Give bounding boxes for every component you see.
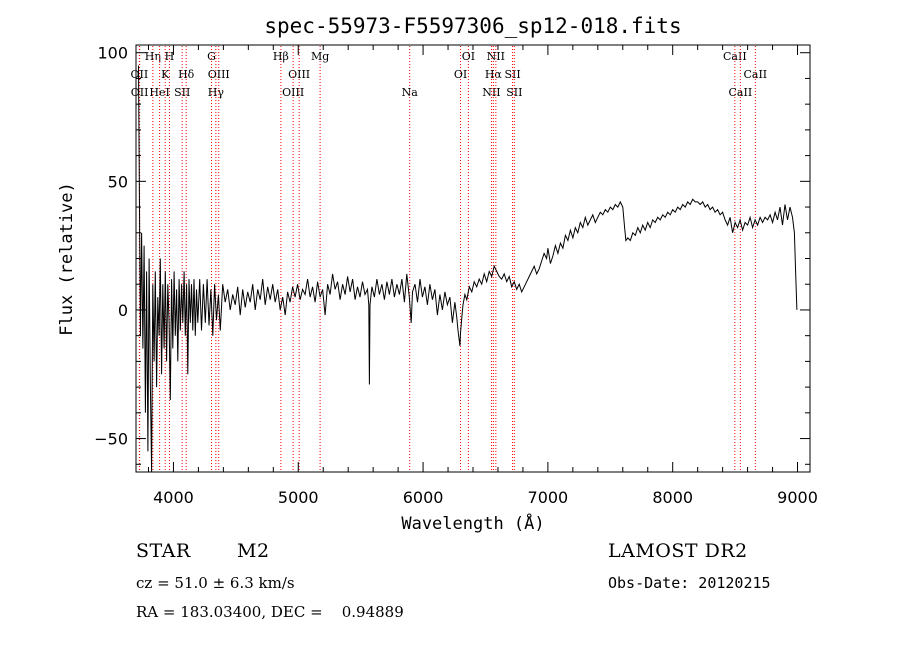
line-marker-label: Hα [485, 68, 503, 81]
line-marker-label: NII [487, 50, 505, 63]
line-marker-label: OI [454, 68, 467, 81]
line-marker-label: SII [174, 86, 190, 99]
object-subclass: M2 [237, 540, 270, 562]
y-tick-label: 0 [118, 301, 128, 320]
line-marker-label: Na [402, 86, 419, 99]
line-marker-label: SII [504, 68, 520, 81]
spectrum-line [138, 65, 798, 473]
line-marker-label: K [161, 68, 170, 81]
line-marker-label: H [165, 50, 175, 63]
line-marker-label: OII [131, 86, 149, 99]
redshift-cz: cz = 51.0 ± 6.3 km/s [136, 574, 295, 592]
line-marker-label: CaII [743, 68, 767, 81]
x-tick-label: 6000 [403, 488, 444, 507]
line-marker-label: NII [482, 86, 500, 99]
line-marker-label: HeI [149, 86, 169, 99]
y-axis-label: Flux (relative) [57, 182, 77, 336]
line-marker-label: SII [506, 86, 522, 99]
y-tick-label: 50 [108, 172, 128, 191]
axis-ticks: 4000 5000 6000 7000 8000 9000 −50 0 50 100 [94, 44, 818, 507]
line-marker-label: OI [462, 50, 475, 63]
line-marker-label: G [207, 50, 216, 63]
line-marker-label: OIII [208, 68, 230, 81]
line-marker-label: Hδ [178, 68, 195, 81]
line-marker-label: CaII [723, 50, 747, 63]
obs-date: Obs-Date: 20120215 [608, 574, 771, 592]
line-marker-label: Hγ [208, 86, 225, 99]
survey-name: LAMOST DR2 [608, 540, 748, 562]
ra-dec: RA = 183.03400, DEC = 0.94889 [136, 603, 404, 621]
line-marker-label: OII [131, 68, 149, 81]
y-tick-label: 100 [97, 44, 128, 63]
x-tick-label: 7000 [528, 488, 569, 507]
y-tick-label: −50 [94, 430, 128, 449]
object-class: STAR [136, 540, 191, 562]
line-marker-label: Hη [145, 50, 161, 63]
x-axis-label: Wavelength (Å) [401, 512, 544, 534]
line-marker-label: OIII [282, 86, 304, 99]
chart-title: spec-55973-F5597306_sp12-018.fits [264, 14, 681, 38]
line-marker-label: Hβ [273, 50, 289, 63]
line-marker-label: CaII [729, 86, 753, 99]
x-tick-label: 5000 [278, 488, 319, 507]
plot-frame [135, 44, 811, 473]
x-tick-label: 8000 [652, 488, 693, 507]
x-tick-label: 9000 [777, 488, 818, 507]
line-markers: OIIOIIHηHeIKHSIIHδGHγOIIIHβOIIIOIIIMgNaO… [131, 46, 767, 471]
line-marker-label: OIII [288, 68, 310, 81]
line-marker-label: Mg [311, 50, 329, 63]
x-tick-label: 4000 [153, 488, 194, 507]
